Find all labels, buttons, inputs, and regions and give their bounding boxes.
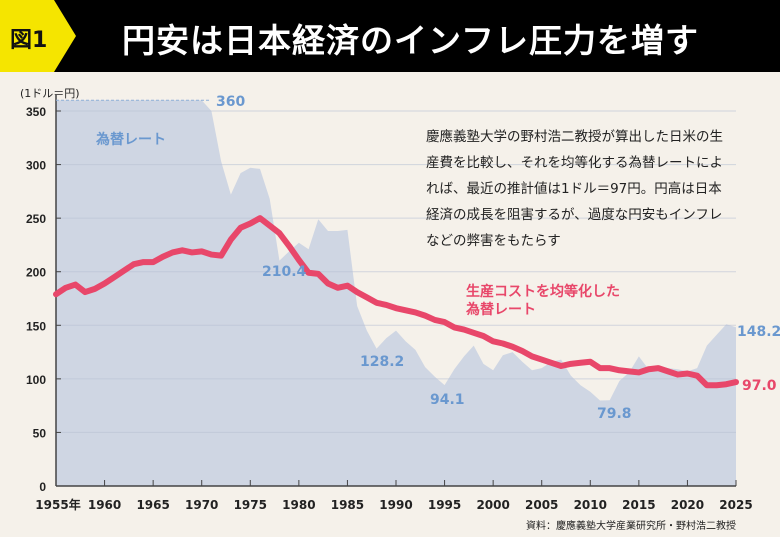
legend-ppp-line1: 生産コストを均等化した xyxy=(466,283,620,300)
x-tick-label-1965: 1965 xyxy=(136,498,169,512)
x-tick-label-2025: 2025 xyxy=(719,498,752,512)
y-tick-label-350: 350 xyxy=(26,105,46,119)
y-tick-label-200: 200 xyxy=(26,266,46,280)
legend-exchange-rate: 為替レート xyxy=(95,131,166,148)
x-tick-label-1985: 1985 xyxy=(331,498,364,512)
ppp-rate-line xyxy=(53,215,739,389)
x-tick-label-2010: 2010 xyxy=(574,498,607,512)
x-tick-label-2015: 2015 xyxy=(622,498,655,512)
y-tick-label-300: 300 xyxy=(26,159,46,173)
header-bar: 図1 円安は日本経済のインフレ圧力を増す xyxy=(0,0,780,72)
value-label-360: 360 xyxy=(216,94,245,110)
y-axis-label: (1ドル＝円) xyxy=(20,87,80,100)
x-tick-label-1970: 1970 xyxy=(185,498,218,512)
value-label-79-8: 79.8 xyxy=(597,406,632,422)
x-tick-label-2020: 2020 xyxy=(671,498,704,512)
value-label-128-2: 128.2 xyxy=(360,354,404,370)
legend-ppp-line2: 為替レート xyxy=(465,301,536,318)
value-label-94-1: 94.1 xyxy=(430,392,465,408)
source-credit: 資料：慶應義塾大学産業研究所・野村浩二教授 xyxy=(526,521,736,532)
x-tick-label-2000: 2000 xyxy=(476,498,509,512)
x-tick-label-1990: 1990 xyxy=(379,498,412,512)
x-tick-label-1955: 1955年 xyxy=(35,497,80,512)
value-label-97-0: 97.0 xyxy=(742,378,777,394)
x-tick-label-1960: 1960 xyxy=(88,498,121,512)
value-label-148-2: 148.2 xyxy=(737,324,780,340)
y-tick-label-0: 0 xyxy=(39,480,46,494)
y-tick-label-50: 50 xyxy=(33,426,47,440)
x-tick-label-1980: 1980 xyxy=(282,498,315,512)
x-tick-label-1995: 1995 xyxy=(428,498,461,512)
exchange-rate-area xyxy=(56,100,736,487)
value-label-210-4: 210.4 xyxy=(262,264,307,280)
chart-note: 慶應義塾大学の野村浩二教授が算出した日米の生産費を比較し、それを均等化する為替レ… xyxy=(426,129,723,249)
x-tick-label-2005: 2005 xyxy=(525,498,558,512)
figure-number: 図1 xyxy=(10,28,48,53)
x-tick-label-1975: 1975 xyxy=(234,498,267,512)
page-title: 円安は日本経済のインフレ圧力を増す xyxy=(122,21,700,60)
y-tick-label-150: 150 xyxy=(26,319,46,333)
y-tick-label-250: 250 xyxy=(26,212,46,226)
y-tick-label-100: 100 xyxy=(26,373,46,387)
